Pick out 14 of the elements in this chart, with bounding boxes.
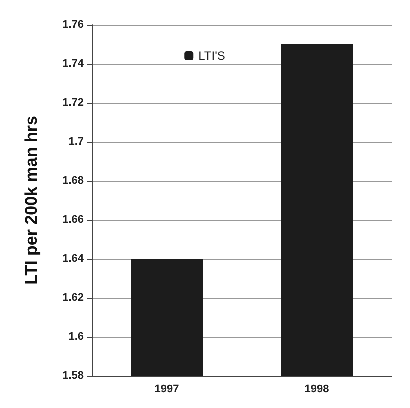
y-tick-label: 1.6 (68, 331, 84, 343)
y-tick-label: 1.62 (62, 292, 84, 304)
y-tick-label: 1.74 (62, 58, 85, 70)
legend-label: LTI'S (198, 49, 226, 63)
y-tick-label: 1.68 (62, 175, 84, 187)
x-tick-label: 1998 (304, 384, 330, 396)
y-tick-label: 1.58 (62, 370, 84, 382)
y-tick-label: 1.72 (62, 97, 84, 109)
y-tick-label: 1.66 (62, 214, 84, 226)
y-axis-title: LTI per 200k man hrs (22, 116, 41, 285)
y-tick-label: 1.76 (62, 19, 84, 31)
x-tick-label: 1997 (154, 384, 180, 396)
y-tick-label: 1.64 (62, 253, 85, 265)
y-tick-label: 1.7 (68, 136, 84, 148)
